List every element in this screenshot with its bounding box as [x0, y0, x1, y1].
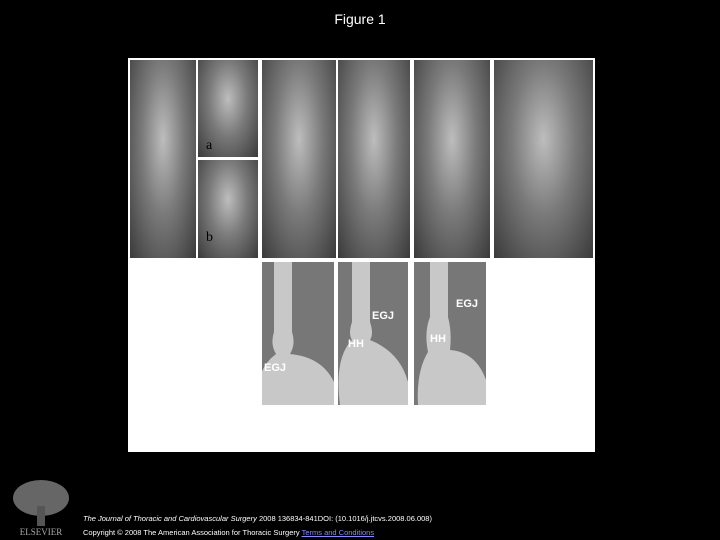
diagram	[414, 262, 486, 405]
copyright-line: Copyright © 2008 The American Associatio…	[83, 528, 374, 537]
radiograph	[414, 60, 490, 258]
column-label: Short Esophagus	[428, 472, 470, 493]
panel-label: b	[206, 230, 213, 245]
column-label: Hiatal Insufficiency	[274, 472, 324, 493]
column-label: Normal EG Junction	[146, 472, 180, 504]
terms-link[interactable]: Terms and Conditions	[301, 528, 375, 537]
diagram	[262, 262, 334, 405]
journal-name: The Journal of Thoracic and Cardiovascul…	[83, 514, 257, 523]
diagram-label: EGJ	[264, 362, 287, 374]
diagram-label: EGJ	[456, 298, 479, 310]
radiograph	[338, 60, 410, 258]
diagrams	[262, 262, 486, 405]
figure-panel: a b EGJ EGJ HH EGJ HH Normal EG Junction…	[128, 58, 595, 504]
citation-text: 2008 136834-841DOI: (10.1016/j.jtcvs.200…	[258, 514, 432, 523]
diagram-label: HH	[430, 333, 446, 345]
column-label: Massive Incarcerated Hiatal Hernia	[514, 472, 568, 504]
slide-title: Figure 1	[334, 11, 386, 27]
panel-label: a	[206, 138, 213, 153]
logo-text: ELSEVIER	[19, 527, 63, 537]
radiograph	[198, 160, 258, 258]
radiograph	[198, 60, 258, 157]
radiograph	[494, 60, 593, 258]
logo-tree	[13, 480, 69, 526]
radiograph	[262, 60, 336, 258]
diagram-label: HH	[348, 338, 364, 350]
diagram-label: EGJ	[372, 310, 395, 322]
diagram	[338, 262, 408, 405]
column-label: Concentric Hiatal Hernia	[351, 472, 395, 504]
radiograph	[130, 60, 196, 258]
copyright: Copyright © 2008 The American Associatio…	[83, 528, 300, 537]
citation: The Journal of Thoracic and Cardiovascul…	[83, 514, 432, 523]
column-label: Sliding Hiatal Hernia	[214, 472, 242, 504]
